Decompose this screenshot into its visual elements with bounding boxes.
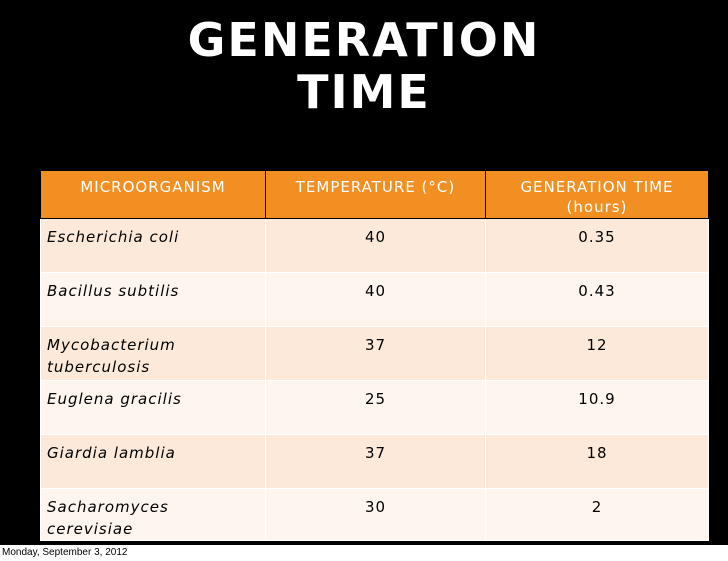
slide: GENERATION TIME MICROORGANISM TEMPERATUR…: [0, 0, 728, 545]
cell-organism: Mycobacterium tuberculosis: [40, 326, 266, 381]
cell-organism: Bacillus subtilis: [40, 272, 266, 327]
title-line-2: TIME: [297, 65, 431, 119]
cell-organism: Euglena gracilis: [40, 380, 266, 435]
footer-date: Monday, September 3, 2012: [2, 547, 128, 558]
header-generation-time: GENERATION TIME (hours): [485, 170, 709, 219]
title-line-1: GENERATION: [187, 13, 541, 67]
table-row: Euglena gracilis 25 10.9: [40, 380, 709, 435]
cell-temperature: 30: [265, 488, 486, 541]
cell-generation-time: 0.35: [485, 218, 709, 273]
cell-temperature: 37: [265, 434, 486, 489]
table-row: Sacharomyces cerevisiae 30 2: [40, 488, 709, 541]
cell-generation-time: 18: [485, 434, 709, 489]
cell-organism: Giardia lamblia: [40, 434, 266, 489]
table-row: Escherichia coli 40 0.35: [40, 218, 709, 273]
table-row: Bacillus subtilis 40 0.43: [40, 272, 709, 327]
header-microorganism: MICROORGANISM: [40, 170, 266, 219]
cell-generation-time: 2: [485, 488, 709, 541]
cell-temperature: 37: [265, 326, 486, 381]
cell-organism: Sacharomyces cerevisiae: [40, 488, 266, 541]
header-temperature: TEMPERATURE (°C): [265, 170, 486, 219]
cell-temperature: 40: [265, 218, 486, 273]
cell-generation-time: 10.9: [485, 380, 709, 435]
cell-temperature: 25: [265, 380, 486, 435]
cell-temperature: 40: [265, 272, 486, 327]
generation-time-table: MICROORGANISM TEMPERATURE (°C) GENERATIO…: [40, 170, 709, 541]
table-row: Giardia lamblia 37 18: [40, 434, 709, 489]
table-row: Mycobacterium tuberculosis 37 12: [40, 326, 709, 381]
cell-generation-time: 0.43: [485, 272, 709, 327]
cell-generation-time: 12: [485, 326, 709, 381]
table-header-row: MICROORGANISM TEMPERATURE (°C) GENERATIO…: [40, 170, 709, 219]
slide-title: GENERATION TIME: [0, 14, 728, 118]
cell-organism: Escherichia coli: [40, 218, 266, 273]
